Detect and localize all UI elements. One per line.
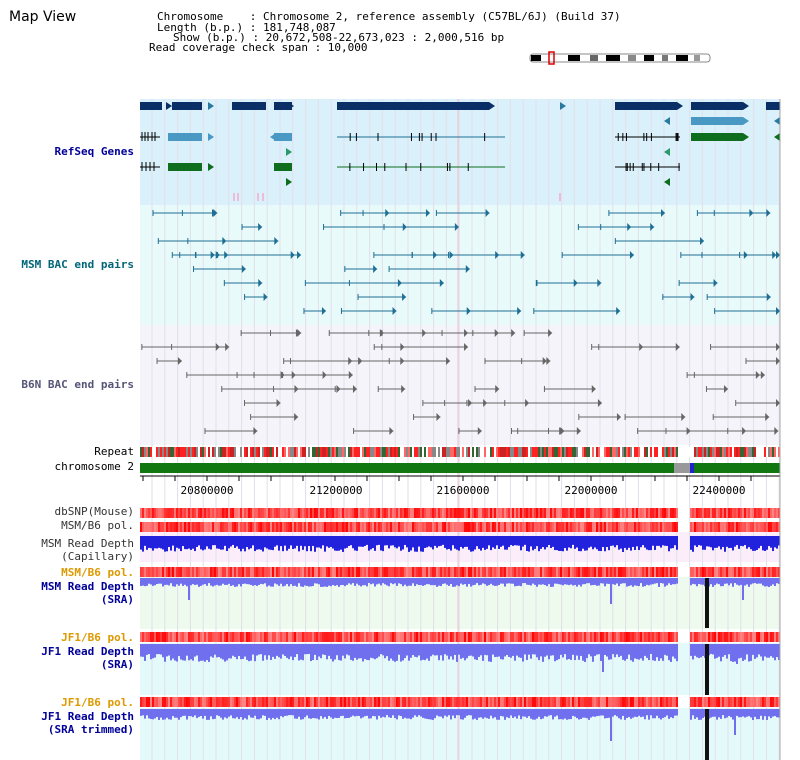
track-label-refseq[interactable]: RefSeq Genes xyxy=(54,145,134,158)
refseq-genes[interactable] xyxy=(140,102,780,201)
ruler-label: 22400000 xyxy=(693,484,746,497)
gap-marker xyxy=(705,578,709,628)
chromosome-ideogram[interactable] xyxy=(529,51,711,65)
track-label-repeat[interactable]: Repeat xyxy=(94,445,134,458)
msm-bac-track-bg xyxy=(140,205,780,325)
track-label-msm-b6-pol[interactable]: MSM/B6 pol. xyxy=(61,519,134,532)
b6n-bac-end-pairs[interactable] xyxy=(141,329,780,435)
ruler-label: 22000000 xyxy=(565,484,618,497)
track-label-msm-b6-pol-sra[interactable]: MSM/B6 pol. xyxy=(61,566,134,579)
position-ruler: 20800000 21200000 21600000 22000000 2240… xyxy=(140,475,780,497)
track-label-jf1-depth-trim[interactable]: JF1 Read Depth xyxy=(41,710,134,723)
track-label-chromosome[interactable]: chromosome 2 xyxy=(54,460,134,473)
ruler-label: 20800000 xyxy=(181,484,234,497)
chromosome-bar[interactable] xyxy=(140,463,780,473)
page-title: Map View xyxy=(9,9,77,25)
length-info: Length (b.p.) : 181,748,087 xyxy=(157,21,336,34)
track-label-jf1-depth-sra[interactable]: JF1 Read Depth xyxy=(41,645,134,658)
msm-bac-end-pairs[interactable] xyxy=(152,209,780,315)
show-range-info: Show (b.p.) : 20,672,508-22,673,023 : 2,… xyxy=(173,31,505,44)
refseq-track-bg xyxy=(140,99,780,205)
track-label-msm-depth-capillary-sub: (Capillary) xyxy=(61,550,134,563)
track-label-dbsnp[interactable]: dbSNP(Mouse) xyxy=(54,505,134,518)
track-label-jf1-depth-sra-sub: (SRA) xyxy=(100,658,134,671)
ruler-label: 21200000 xyxy=(310,484,363,497)
track-label-b6n-bac[interactable]: B6N BAC end pairs xyxy=(21,378,134,391)
track-label-msm-depth-capillary[interactable]: MSM Read Depth xyxy=(41,537,134,550)
polymorphism-heat-tracks[interactable] xyxy=(140,508,780,707)
track-label-jf1-b6-pol[interactable]: JF1/B6 pol. xyxy=(61,631,134,644)
track-label-jf1-depth-trim-sub: (SRA trimmed) xyxy=(47,723,134,736)
read-depth-tracks[interactable] xyxy=(140,536,780,741)
gap-marker xyxy=(705,644,709,695)
track-label-msm-depth-sra-sub: (SRA) xyxy=(100,593,134,606)
ruler-label: 21600000 xyxy=(437,484,490,497)
track-label-msm-depth-sra[interactable]: MSM Read Depth xyxy=(41,580,134,593)
b6n-bac-track-bg xyxy=(140,325,780,445)
coverage-span-info: Read coverage check span : 10,000 xyxy=(149,41,368,54)
track-label-msm-bac[interactable]: MSM BAC end pairs xyxy=(21,258,134,271)
track-label-jf1-b6-pol-trim[interactable]: JF1/B6 pol. xyxy=(61,696,134,709)
gap-marker xyxy=(705,709,709,760)
chromosome-info: Chromosome : Chromosome 2, reference ass… xyxy=(157,10,621,23)
